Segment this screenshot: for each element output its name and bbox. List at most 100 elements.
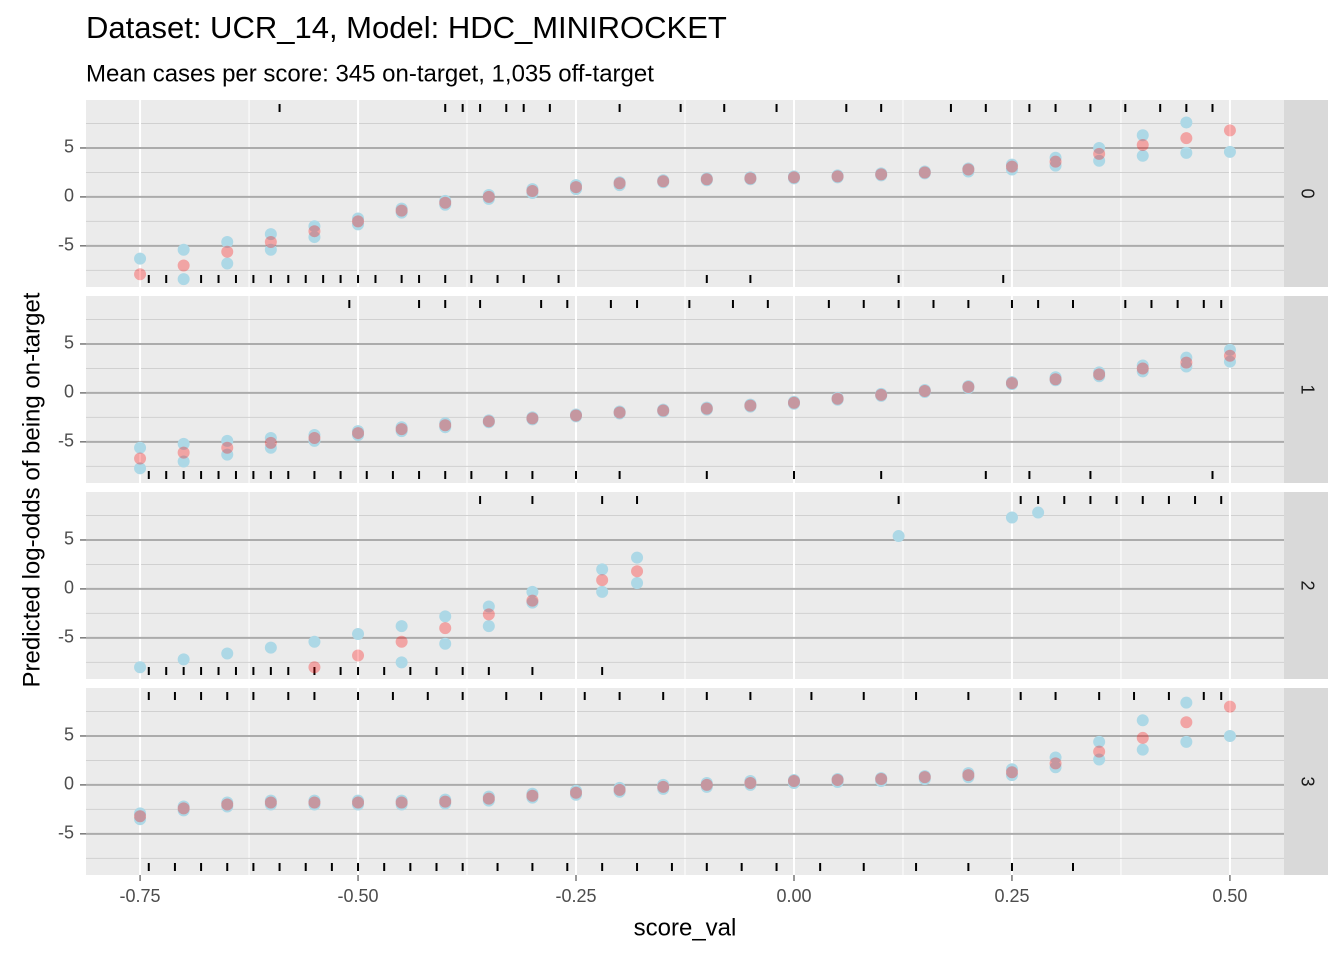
point (831, 774, 844, 787)
point (657, 780, 670, 793)
point (352, 627, 365, 640)
y-tick-label: -5 (58, 627, 74, 647)
point (1180, 735, 1193, 748)
point (439, 198, 452, 211)
point (1223, 343, 1236, 356)
point (221, 647, 234, 660)
strip-label: 2 (1297, 580, 1317, 590)
point (221, 245, 234, 258)
point (134, 661, 147, 674)
point (439, 637, 452, 650)
point (1180, 696, 1193, 709)
point (744, 399, 757, 412)
point (1223, 355, 1236, 368)
point (962, 771, 975, 784)
point (264, 235, 277, 248)
strip-label: 3 (1297, 776, 1317, 786)
point (177, 243, 190, 256)
point (352, 796, 365, 809)
point (395, 796, 408, 809)
point (631, 577, 644, 590)
point (395, 620, 408, 633)
strip-label: 0 (1297, 188, 1317, 198)
point (526, 585, 539, 598)
point (1032, 506, 1045, 519)
strip-label: 1 (1297, 384, 1317, 394)
point (875, 773, 888, 786)
point (134, 813, 147, 826)
point (613, 783, 626, 796)
point (787, 397, 800, 410)
point (918, 385, 931, 398)
point (1180, 132, 1193, 145)
point (787, 776, 800, 789)
chart-title: Dataset: UCR_14, Model: HDC_MINIROCKET (86, 10, 727, 45)
point (1180, 146, 1193, 159)
strip-background (1284, 688, 1328, 875)
point (1223, 349, 1236, 362)
point (1093, 370, 1106, 383)
point (439, 196, 452, 209)
point (526, 185, 539, 198)
point (221, 235, 234, 248)
point (918, 771, 931, 784)
point (613, 407, 626, 420)
point (1136, 365, 1149, 378)
point (308, 635, 321, 648)
point (831, 170, 844, 183)
point (787, 172, 800, 185)
point (1093, 147, 1106, 160)
y-axis-label: Predicted log-odds of being on-target (18, 292, 45, 687)
point (1136, 731, 1149, 744)
point (1180, 351, 1193, 364)
point (177, 273, 190, 286)
x-tick-label: -0.50 (338, 886, 379, 906)
point (700, 780, 713, 793)
point (787, 171, 800, 184)
point (482, 415, 495, 428)
point (221, 798, 234, 811)
x-tick-label: -0.75 (120, 886, 161, 906)
point (657, 405, 670, 418)
point (1223, 145, 1236, 158)
point (1093, 368, 1106, 381)
y-tick-label: 5 (64, 529, 74, 549)
point (831, 775, 844, 788)
point (1223, 124, 1236, 137)
point (570, 409, 583, 422)
point (1093, 735, 1106, 748)
point (1093, 141, 1106, 154)
x-tick-label: -0.25 (555, 886, 596, 906)
point (1180, 356, 1193, 369)
point (221, 434, 234, 447)
point (439, 797, 452, 810)
y-tick-label: -5 (58, 823, 74, 843)
point (700, 402, 713, 415)
y-tick-label: 5 (64, 725, 74, 745)
point (700, 173, 713, 186)
point (526, 789, 539, 802)
point (875, 388, 888, 401)
point (134, 462, 147, 475)
point (962, 769, 975, 782)
point (221, 800, 234, 813)
point (352, 429, 365, 442)
y-tick-label: 0 (64, 774, 74, 794)
point (439, 622, 452, 635)
point (308, 661, 321, 674)
point (657, 175, 670, 188)
point (1136, 139, 1149, 152)
point (1136, 714, 1149, 727)
point (221, 448, 234, 461)
point (787, 775, 800, 788)
point (264, 243, 277, 256)
point (657, 404, 670, 417)
point (264, 431, 277, 444)
point (1223, 729, 1236, 742)
point (875, 775, 888, 788)
point (526, 412, 539, 425)
y-tick-label: 5 (64, 333, 74, 353)
y-tick-label: 0 (64, 578, 74, 598)
point (308, 220, 321, 233)
